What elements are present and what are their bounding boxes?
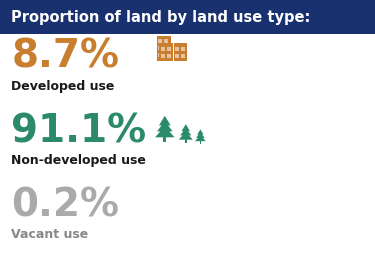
Text: 8.7%: 8.7% [11, 38, 119, 76]
Bar [165, 46, 168, 50]
Bar [161, 54, 165, 58]
Bar [159, 46, 162, 50]
Bar [181, 47, 185, 51]
Bar [174, 43, 187, 61]
Text: Vacant use: Vacant use [11, 228, 88, 241]
Bar [159, 52, 162, 57]
Bar [159, 43, 172, 61]
Bar [175, 54, 179, 58]
Text: 91.1%: 91.1% [11, 112, 146, 150]
Text: 0.2%: 0.2% [11, 186, 119, 224]
Polygon shape [197, 129, 204, 135]
Polygon shape [180, 128, 191, 135]
Polygon shape [155, 126, 174, 137]
Bar [0, 0, 375, 34]
Polygon shape [157, 121, 172, 131]
Bar [167, 47, 171, 51]
Bar [164, 135, 166, 142]
Polygon shape [195, 135, 206, 141]
Text: Proportion of land by land use type:: Proportion of land by land use type: [11, 10, 310, 25]
Bar [167, 54, 171, 58]
Bar [175, 47, 179, 51]
Bar [165, 52, 168, 57]
Polygon shape [159, 116, 171, 125]
Bar [165, 39, 168, 43]
Bar [157, 36, 171, 61]
Polygon shape [182, 124, 190, 131]
Bar [161, 47, 165, 51]
Text: Developed use: Developed use [11, 80, 115, 93]
Bar [159, 39, 162, 43]
Bar [200, 140, 201, 144]
Bar [185, 138, 187, 143]
Polygon shape [196, 132, 205, 138]
Polygon shape [179, 132, 193, 140]
Text: Non-developed use: Non-developed use [11, 154, 146, 167]
Bar [181, 54, 185, 58]
